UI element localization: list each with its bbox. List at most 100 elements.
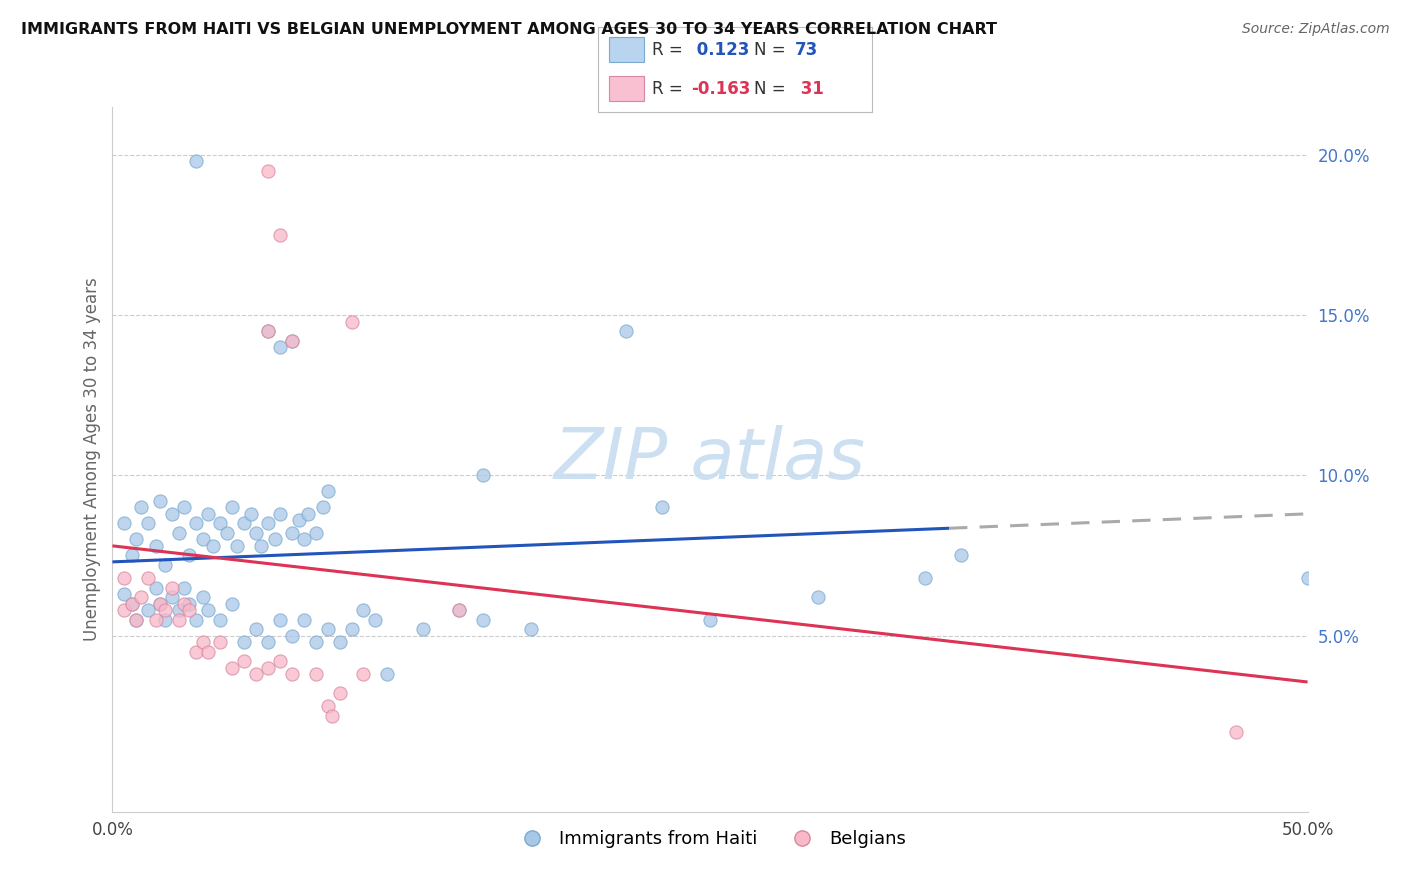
Point xyxy=(177,597,200,611)
Point xyxy=(412,622,434,636)
Point xyxy=(257,324,280,338)
Point xyxy=(472,613,495,627)
Point xyxy=(281,334,304,348)
Point xyxy=(329,686,352,700)
Point xyxy=(288,513,311,527)
Point xyxy=(149,494,172,508)
Point xyxy=(121,597,143,611)
Point xyxy=(257,324,280,338)
Point xyxy=(162,507,183,521)
Point xyxy=(233,654,256,668)
Text: IMMIGRANTS FROM HAITI VS BELGIAN UNEMPLOYMENT AMONG AGES 30 TO 34 YEARS CORRELAT: IMMIGRANTS FROM HAITI VS BELGIAN UNEMPLO… xyxy=(21,22,997,37)
Point xyxy=(269,613,291,627)
Y-axis label: Unemployment Among Ages 30 to 34 years: Unemployment Among Ages 30 to 34 years xyxy=(83,277,101,641)
Point xyxy=(520,622,543,636)
Point xyxy=(316,622,339,636)
Point xyxy=(292,613,315,627)
Point xyxy=(209,613,232,627)
Point xyxy=(209,516,232,531)
Point xyxy=(221,660,243,674)
Point xyxy=(616,324,638,338)
Point xyxy=(233,516,256,531)
Point xyxy=(197,644,219,658)
Point xyxy=(269,507,291,521)
Point xyxy=(162,590,183,604)
Point xyxy=(138,603,160,617)
Point xyxy=(221,500,243,515)
Point xyxy=(186,644,208,658)
Text: N =: N = xyxy=(754,41,790,59)
Point xyxy=(145,613,167,627)
Point xyxy=(145,581,167,595)
Point xyxy=(281,334,304,348)
Text: -0.163: -0.163 xyxy=(690,79,751,97)
Point xyxy=(138,516,160,531)
Point xyxy=(377,667,399,681)
Point xyxy=(264,533,287,547)
Text: 73: 73 xyxy=(794,41,818,59)
Point xyxy=(114,603,135,617)
Point xyxy=(316,699,339,714)
Point xyxy=(138,571,160,585)
Point xyxy=(217,526,239,541)
Point xyxy=(193,533,215,547)
Legend: Immigrants from Haiti, Belgians: Immigrants from Haiti, Belgians xyxy=(506,823,914,855)
Point xyxy=(245,667,267,681)
Point xyxy=(129,500,152,515)
Point xyxy=(281,526,304,541)
Point xyxy=(257,635,280,649)
Point xyxy=(257,660,280,674)
Point xyxy=(173,581,195,595)
Point xyxy=(305,526,328,541)
Point xyxy=(352,603,374,617)
Point xyxy=(186,516,208,531)
Point xyxy=(447,603,470,617)
Point xyxy=(297,507,319,521)
Point xyxy=(699,613,721,627)
Point xyxy=(201,539,224,553)
Text: N =: N = xyxy=(754,79,790,97)
Point xyxy=(312,500,335,515)
Point xyxy=(245,526,267,541)
Text: R =: R = xyxy=(652,79,689,97)
Point xyxy=(149,597,172,611)
Point xyxy=(169,526,191,541)
Point xyxy=(193,635,215,649)
Point xyxy=(292,533,315,547)
Text: Source: ZipAtlas.com: Source: ZipAtlas.com xyxy=(1241,22,1389,37)
Point xyxy=(225,539,247,553)
Point xyxy=(269,228,291,243)
Point xyxy=(125,613,148,627)
Text: R =: R = xyxy=(652,41,689,59)
Point xyxy=(472,468,495,483)
Point xyxy=(209,635,232,649)
Text: ZIP atlas: ZIP atlas xyxy=(554,425,866,494)
Point xyxy=(950,549,973,563)
Point xyxy=(153,558,176,573)
Point xyxy=(149,597,172,611)
Point xyxy=(281,628,304,642)
Point xyxy=(153,603,176,617)
Point xyxy=(233,635,256,649)
Point xyxy=(153,613,176,627)
Point xyxy=(364,613,387,627)
Point xyxy=(340,315,363,329)
Point xyxy=(173,597,195,611)
Point xyxy=(269,654,291,668)
Bar xyxy=(609,37,644,62)
Point xyxy=(162,581,183,595)
Point xyxy=(125,613,148,627)
Point xyxy=(352,667,374,681)
Point xyxy=(240,507,263,521)
Point xyxy=(651,500,673,515)
Point xyxy=(245,622,267,636)
Point xyxy=(173,500,195,515)
Point xyxy=(257,164,280,178)
Point xyxy=(169,613,191,627)
Point xyxy=(177,603,200,617)
Point xyxy=(329,635,352,649)
Point xyxy=(186,613,208,627)
Point xyxy=(121,597,143,611)
Point xyxy=(305,635,328,649)
Point xyxy=(114,587,135,601)
